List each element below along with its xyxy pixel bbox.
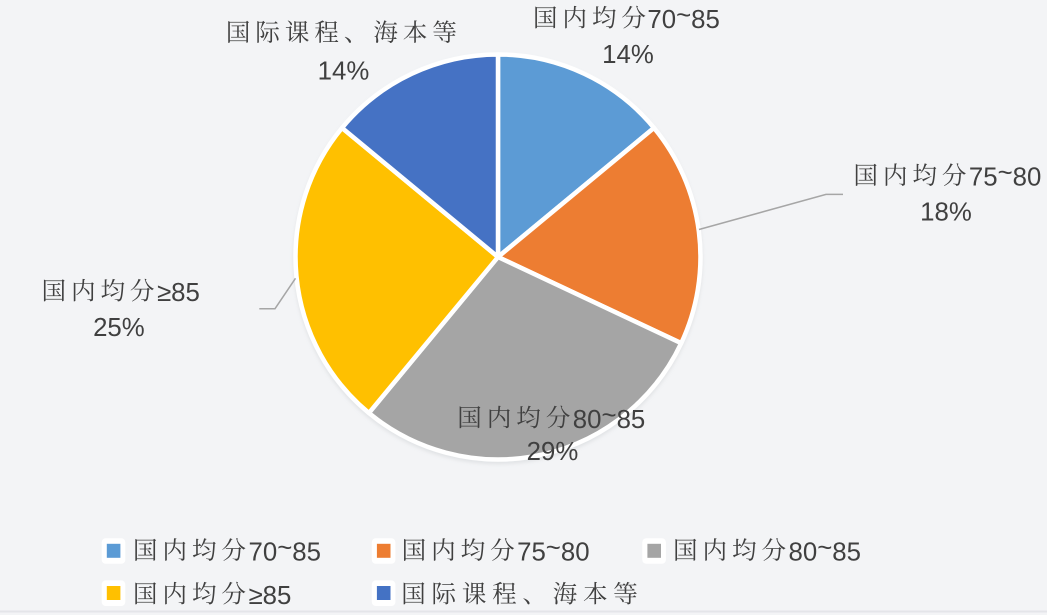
svg-text:25%: 25% — [93, 314, 145, 342]
svg-text:29%: 29% — [527, 438, 579, 466]
svg-text:75~80: 75~80 — [969, 159, 1041, 192]
svg-text:70~85: 70~85 — [647, 2, 719, 35]
svg-text:80~85: 80~85 — [789, 534, 861, 567]
svg-text:18%: 18% — [920, 199, 972, 227]
svg-text:≥85: ≥85 — [249, 582, 292, 610]
svg-text:70~85: 70~85 — [249, 534, 321, 567]
svg-text:≥85: ≥85 — [157, 279, 200, 307]
svg-text:14%: 14% — [602, 41, 654, 69]
svg-text:75~80: 75~80 — [517, 534, 589, 567]
svg-text:80~85: 80~85 — [573, 401, 645, 434]
svg-text:14%: 14% — [318, 58, 370, 86]
